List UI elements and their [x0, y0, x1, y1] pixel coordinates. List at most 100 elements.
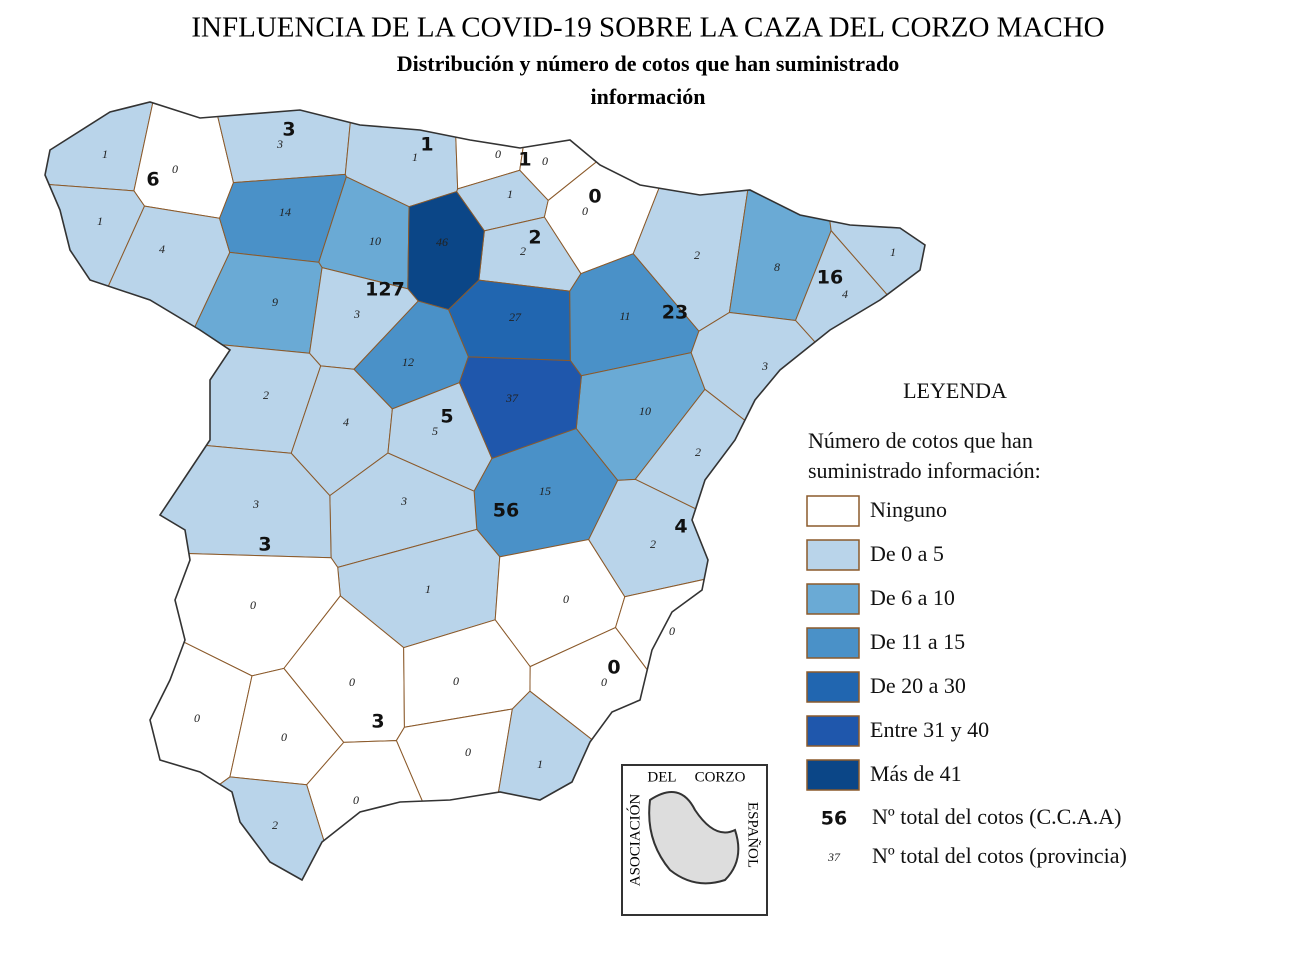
region-total: 16 — [817, 267, 843, 289]
province — [59, 341, 322, 454]
province-value: 0 — [542, 154, 548, 168]
legend-title: LEYENDA — [903, 378, 1007, 403]
legend: Ninguno De 0 a 5 De 6 a 10 De 11 a 15 De 20 … — [806, 495, 989, 791]
legend-label: Ninguno — [870, 497, 947, 522]
legend-label: De 6 a 10 — [870, 585, 955, 610]
province-value: 1 — [537, 757, 543, 771]
legend-subtitle: suministrado información: — [808, 458, 1041, 483]
province-value: 0 — [453, 674, 459, 688]
legend-label: De 20 a 30 — [870, 673, 966, 698]
legend-swatch — [806, 495, 860, 527]
legend-swatch — [806, 539, 860, 571]
province-value: 2 — [520, 244, 526, 258]
province-value: 0 — [563, 592, 569, 606]
region-total: 0 — [607, 657, 620, 679]
logo-deer — [648, 791, 740, 885]
province-value: 5 — [432, 424, 438, 438]
logo-text: ASOCIACIÓN — [626, 794, 643, 887]
province — [45, 180, 146, 463]
province-value: 0 — [281, 730, 287, 744]
legend-label: De 0 a 5 — [870, 541, 944, 566]
province-value: 1 — [507, 187, 513, 201]
legend-subtitle: Número de cotos que han — [808, 428, 1033, 453]
province-value: 0 — [669, 624, 675, 638]
province-value: 2 — [263, 388, 269, 402]
region-total: 1 — [420, 134, 433, 156]
province — [395, 708, 513, 880]
province-value: 3 — [252, 497, 259, 511]
province-value: 10 — [369, 234, 381, 248]
region-total: 56 — [493, 500, 519, 522]
subtitle: Distribución y número de cotos que han s… — [397, 51, 900, 76]
province-value: 15 — [539, 484, 551, 498]
province-value: 0 — [601, 675, 607, 689]
province-value: 10 — [639, 404, 651, 418]
province-value: 9 — [272, 295, 278, 309]
province-value: 46 — [436, 235, 448, 249]
province-value: 1 — [890, 245, 896, 259]
province — [45, 547, 341, 677]
province-value: 2 — [694, 248, 700, 262]
legend-province-label: Nº total del cotos (provincia) — [872, 843, 1127, 868]
province-value: 37 — [505, 391, 519, 405]
province-value: 3 — [353, 307, 360, 321]
legend-province-sample: 37 — [827, 850, 841, 864]
province-value: 0 — [349, 675, 355, 689]
province-value: 4 — [842, 287, 848, 301]
legend-swatch — [806, 759, 860, 791]
province-value: 0 — [495, 147, 501, 161]
province-value: 0 — [194, 711, 200, 725]
province-value: 3 — [761, 359, 768, 373]
province-value: 2 — [272, 818, 278, 832]
province-value: 0 — [582, 204, 588, 218]
province — [45, 776, 364, 880]
province-value: 0 — [172, 162, 178, 176]
region-total: 4 — [674, 516, 687, 538]
province-value: 8 — [774, 260, 780, 274]
province-value: 2 — [695, 445, 701, 459]
region-total: 2 — [528, 227, 541, 249]
region-total: 5 — [440, 406, 453, 428]
region-total: 23 — [662, 302, 688, 324]
legend-ccaa-label: Nº total del cotos (C.C.A.A) — [872, 804, 1121, 829]
province-value: 0 — [250, 598, 256, 612]
legend-label: De 11 a 15 — [870, 629, 965, 654]
subtitle: información — [591, 84, 706, 109]
province-value: 1 — [425, 582, 431, 596]
region-total: 3 — [371, 711, 384, 733]
logo-frame — [621, 764, 768, 916]
legend-ccaa-sample: 56 — [821, 808, 847, 830]
province-value: 1 — [412, 150, 418, 164]
province-value: 2 — [650, 537, 656, 551]
province-value: 14 — [279, 205, 291, 219]
province-value: 12 — [402, 355, 414, 369]
title: INFLUENCIA DE LA COVID-19 SOBRE LA CAZA … — [191, 12, 1104, 44]
logo: ASOCIACIÓN DEL CORZO ESPAÑOL — [621, 764, 768, 916]
region-total: 1 — [518, 149, 531, 171]
province-value: 1 — [97, 214, 103, 228]
legend-label: Entre 31 y 40 — [870, 717, 989, 742]
region-total: 0 — [588, 186, 601, 208]
region-total: 127 — [365, 279, 405, 301]
province-value: 4 — [159, 242, 165, 256]
province-value: 11 — [619, 309, 630, 323]
legend-swatch — [806, 715, 860, 747]
province-value: 3 — [276, 137, 283, 151]
logo-text: DEL — [647, 769, 676, 785]
province-value: 27 — [509, 310, 522, 324]
province-value: 0 — [465, 745, 471, 759]
region-total: 3 — [258, 534, 271, 556]
province-value: 3 — [400, 494, 407, 508]
legend-swatch — [806, 671, 860, 703]
logo-text: CORZO — [695, 769, 746, 785]
logo-text: ESPAÑOL — [745, 802, 761, 868]
province-value: 1 — [102, 147, 108, 161]
legend-label: Más de 41 — [870, 761, 962, 786]
legend-swatch — [806, 583, 860, 615]
region-total: 3 — [282, 119, 295, 141]
legend-swatch — [806, 627, 860, 659]
province-value: 4 — [343, 415, 349, 429]
region-total: 6 — [146, 169, 159, 191]
